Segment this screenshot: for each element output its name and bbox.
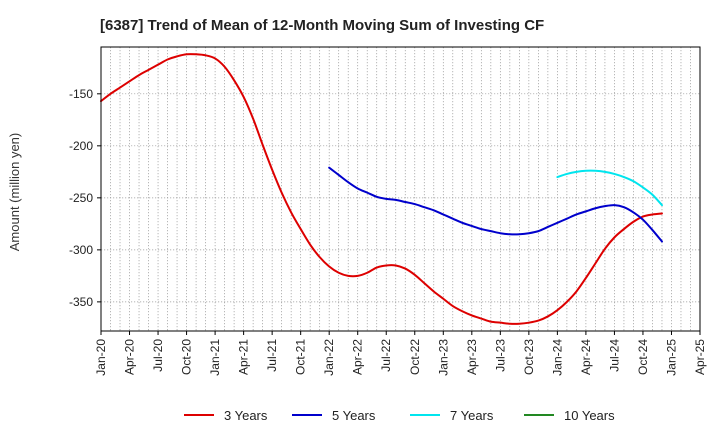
chart-title: [6387] Trend of Mean of 12-Month Moving … — [100, 17, 544, 34]
series-line-3 — [556, 169, 663, 207]
x-tick-label: Oct-22 — [408, 339, 422, 375]
plot-frame — [100, 46, 701, 332]
legend-label: 7 Years — [450, 408, 494, 423]
legend-label: 3 Years — [224, 408, 268, 423]
y-tick-layer: -150 -200 -250 -300 -350 — [69, 87, 101, 309]
grid-layer — [101, 47, 700, 331]
series-line-1 — [100, 53, 663, 325]
x-tick-label: Jul-24 — [607, 339, 621, 372]
y-tick-label: -200 — [69, 139, 93, 153]
x-tick-layer: Jan-20 Apr-20 Jul-20 Oct-20 Jan-21 Apr-21 Jul-… — [94, 331, 707, 376]
x-tick-label: Jul-20 — [151, 339, 165, 372]
y-tick-label: -300 — [69, 243, 93, 257]
x-tick-label: Oct-21 — [294, 339, 308, 375]
y-axis-label: Amount (million yen) — [7, 133, 22, 252]
plot-area — [101, 47, 700, 331]
x-tick-label: Apr-20 — [123, 339, 137, 375]
x-tick-label: Jul-22 — [379, 339, 393, 372]
legend-label: 5 Years — [332, 408, 376, 423]
x-tick-label: Apr-23 — [465, 339, 479, 375]
legend-label: 10 Years — [564, 408, 615, 423]
x-tick-label: Jan-20 — [94, 339, 108, 376]
x-tick-label: Apr-22 — [351, 339, 365, 375]
x-tick-label: Jan-21 — [208, 339, 222, 376]
y-tick-label: -250 — [69, 191, 93, 205]
x-tick-label: Jul-23 — [493, 339, 507, 372]
x-tick-label: Jan-22 — [322, 339, 336, 376]
y-tick-label: -150 — [69, 87, 93, 101]
x-tick-label: Apr-21 — [237, 339, 251, 375]
x-tick-label: Oct-24 — [636, 339, 650, 375]
series-layer — [100, 53, 663, 325]
legend: 3 Years 5 Years 7 Years 10 Years — [184, 408, 615, 423]
x-tick-label: Oct-23 — [522, 339, 536, 375]
x-tick-label: Jan-23 — [436, 339, 450, 376]
y-tick-label: -350 — [69, 295, 93, 309]
x-tick-label: Apr-25 — [693, 339, 707, 375]
series-line-2 — [328, 166, 663, 243]
x-tick-label: Jul-21 — [265, 339, 279, 372]
x-tick-label: Apr-24 — [579, 339, 593, 375]
x-tick-label: Jan-25 — [664, 339, 678, 376]
x-tick-label: Oct-20 — [180, 339, 194, 375]
x-tick-label: Jan-24 — [550, 339, 564, 376]
